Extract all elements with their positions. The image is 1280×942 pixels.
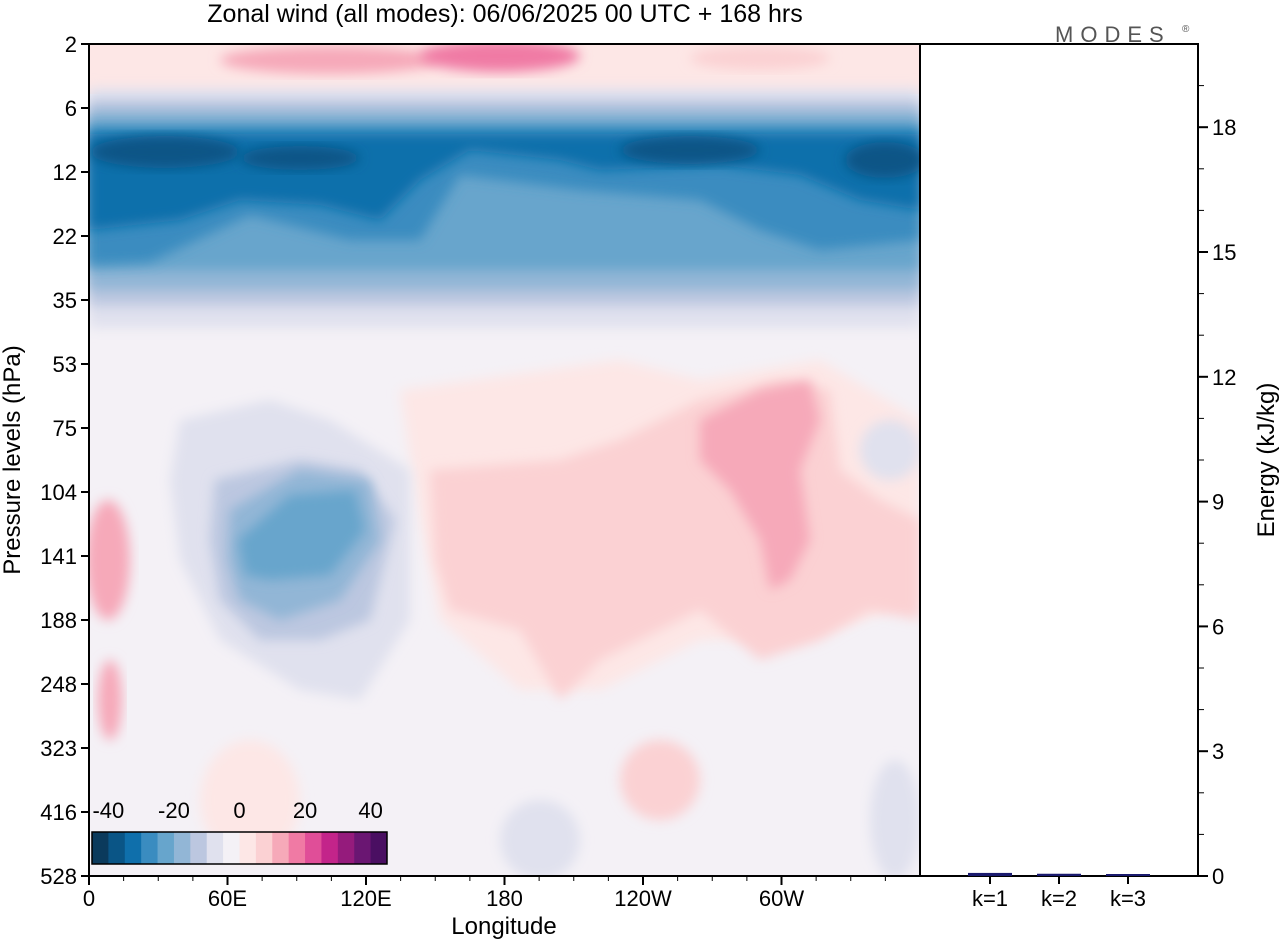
- energy-category-label: k=1: [972, 886, 1008, 911]
- colorbar-tick-label: -40: [92, 798, 124, 823]
- y-tick-label: 6: [65, 96, 77, 121]
- colorbar-swatch: [141, 832, 159, 864]
- registered-mark: ®: [1182, 24, 1190, 35]
- wind-field: [89, 44, 920, 876]
- westerly-maximum-2: [89, 500, 130, 620]
- x-tick-label: 60W: [759, 886, 804, 911]
- y-tick-label: 104: [40, 480, 77, 505]
- energy-axis-label: Energy (kJ/kg): [1253, 383, 1280, 538]
- westerly-region-3: [620, 740, 700, 820]
- upper-westerly-core: [220, 46, 440, 74]
- x-tick-label: 60E: [208, 886, 247, 911]
- x-axis-ticks: 0 60E 120E 180 120W 60W: [83, 876, 886, 911]
- energy-bar: [1106, 874, 1150, 876]
- easterly-lower-6: [500, 800, 580, 876]
- x-tick-label: 180: [486, 886, 523, 911]
- energy-tick-label: 9: [1212, 490, 1224, 515]
- energy-bars: k=1 k=2 k=3: [968, 872, 1150, 911]
- colorbar-swatch: [124, 832, 142, 864]
- easterly-lower-5: [860, 420, 920, 480]
- colorbar-swatch: [206, 832, 224, 864]
- colorbar-tick-label: 0: [233, 798, 245, 823]
- energy-category-label: k=3: [1110, 886, 1146, 911]
- colorbar-tick-label: -20: [158, 798, 190, 823]
- colorbar-swatch: [255, 832, 273, 864]
- energy-bar: [1037, 873, 1081, 876]
- colorbar-frame: [91, 831, 388, 865]
- colorbar-tick-label: 40: [358, 798, 382, 823]
- energy-tick-label: 3: [1212, 739, 1224, 764]
- colorbar-swatch: [288, 832, 306, 864]
- colorbar-swatch: [157, 832, 175, 864]
- colorbar-swatch: [272, 832, 290, 864]
- colorbar-swatch: [354, 832, 372, 864]
- y-axis-ticks: 2 6 12 22 35 53 75 104 141 188 248 323 416 528: [40, 32, 89, 889]
- energy-tick-label: 12: [1212, 365, 1236, 390]
- westerly-region-4: [200, 740, 300, 860]
- y-tick-label: 75: [53, 416, 77, 441]
- chart-title: Zonal wind (all modes): 06/06/2025 00 UT…: [207, 0, 802, 28]
- y-tick-label: 141: [40, 544, 77, 569]
- colorbar-swatch: [337, 832, 355, 864]
- energy-tick-label: 6: [1212, 614, 1224, 639]
- y-tick-label: 22: [53, 224, 77, 249]
- easterly-lower-4: [238, 490, 365, 580]
- colorbar-swatch: [321, 832, 339, 864]
- colorbar-swatch: [173, 832, 191, 864]
- jet-core-3: [620, 136, 760, 164]
- colorbar-swatch: [190, 832, 208, 864]
- y-tick-label: 323: [40, 736, 77, 761]
- colorbar-tick-label: 20: [293, 798, 317, 823]
- colorbar: -40 -20 0 20 40: [91, 798, 388, 865]
- colorbar-swatch: [370, 832, 388, 864]
- y-axis-label: Pressure levels (hPa): [0, 345, 26, 574]
- energy-bar: [968, 872, 1012, 876]
- colorbar-swatch: [305, 832, 322, 864]
- colorbar-swatch: [108, 832, 126, 864]
- energy-tick-label: 18: [1212, 115, 1236, 140]
- x-tick-label: 120E: [340, 886, 391, 911]
- y-tick-label: 53: [53, 352, 77, 377]
- y-tick-label: 12: [53, 160, 77, 185]
- westerly-maximum-3: [98, 660, 122, 740]
- x-tick-label: 120W: [614, 886, 672, 911]
- westerly-maximum-1: [700, 380, 820, 590]
- colorbar-swatch: [223, 832, 240, 864]
- jet-core-4: [845, 142, 920, 178]
- y-tick-label: 2: [65, 32, 77, 57]
- y-tick-label: 528: [40, 864, 77, 889]
- upper-westerly-core-3: [690, 46, 830, 70]
- jet-core-2: [240, 146, 360, 170]
- energy-tick-label: 0: [1212, 864, 1224, 889]
- energy-tick-label: 15: [1212, 240, 1236, 265]
- modes-logo: MODES: [1055, 22, 1171, 47]
- x-tick-label: 0: [83, 886, 95, 911]
- easterly-lower-7: [870, 760, 920, 876]
- energy-panel-frame: [919, 43, 1199, 877]
- x-axis-label: Longitude: [451, 913, 556, 940]
- y-tick-label: 188: [40, 608, 77, 633]
- upper-westerly-core-2: [420, 44, 580, 72]
- jet-core-1: [90, 136, 240, 168]
- y-tick-label: 416: [40, 800, 77, 825]
- colorbar-swatch: [239, 832, 257, 864]
- energy-axis-ticks: 0 3 6 9 12 15 18: [1198, 85, 1236, 889]
- energy-category-label: k=2: [1041, 886, 1077, 911]
- colorbar-swatch: [92, 832, 109, 864]
- y-tick-label: 35: [53, 288, 77, 313]
- y-tick-label: 248: [40, 672, 77, 697]
